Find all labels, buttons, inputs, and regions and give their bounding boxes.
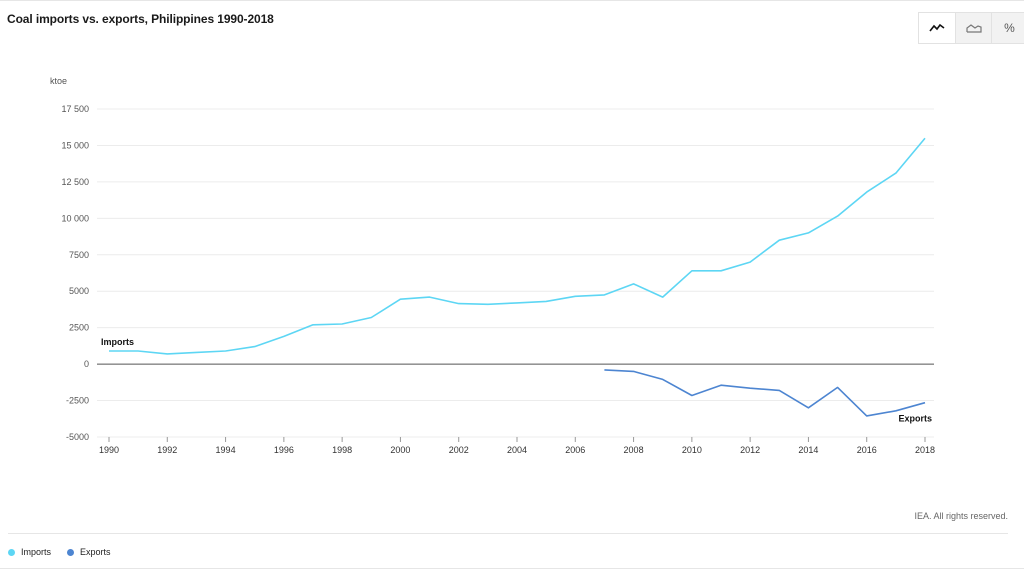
data-point-exports[interactable] <box>660 377 665 382</box>
data-point-imports[interactable] <box>194 350 199 355</box>
x-axis-ticks: 1990 1992 1994 1996 1998 2000 2002 2004 2006 2008… <box>99 437 935 455</box>
x-tick-label: 2018 <box>915 445 935 455</box>
data-point-imports[interactable] <box>602 292 607 297</box>
y-tick-label: -5000 <box>66 432 89 442</box>
data-point-exports[interactable] <box>719 383 724 388</box>
imports-legend-dot-icon <box>8 548 15 556</box>
exports-legend-dot-icon <box>67 548 75 556</box>
area-chart-toggle[interactable] <box>955 13 991 43</box>
data-point-imports[interactable] <box>136 348 141 353</box>
data-point-imports[interactable] <box>515 300 520 305</box>
data-point-imports[interactable] <box>107 348 112 353</box>
data-point-imports[interactable] <box>923 136 928 141</box>
x-tick-label: 2008 <box>624 445 644 455</box>
data-point-exports[interactable] <box>748 386 753 391</box>
x-tick-label: 1990 <box>99 445 119 455</box>
y-tick-label: 15 000 <box>61 140 89 150</box>
data-point-imports[interactable] <box>165 351 170 356</box>
legend: Imports Exports <box>8 547 111 557</box>
series-line-exports[interactable] <box>604 369 926 417</box>
y-tick-label: 0 <box>84 359 89 369</box>
percent-icon: % <box>1004 21 1015 35</box>
y-tick-label: 5000 <box>69 286 89 296</box>
data-point-imports[interactable] <box>369 315 374 320</box>
x-tick-label: 2016 <box>857 445 877 455</box>
line-chart-icon <box>929 23 945 32</box>
data-point-imports[interactable] <box>777 238 782 243</box>
area-chart-icon <box>965 24 982 33</box>
data-point-exports[interactable] <box>689 393 694 398</box>
series-label-exports: Exports <box>898 414 932 424</box>
x-tick-label: 2010 <box>682 445 702 455</box>
data-point-imports[interactable] <box>806 230 811 235</box>
y-tick-label: 10 000 <box>61 213 89 223</box>
data-point-imports[interactable] <box>835 214 840 219</box>
series-lines <box>107 136 928 418</box>
series-labels: Imports Exports <box>101 337 932 424</box>
data-point-imports[interactable] <box>252 344 257 349</box>
x-tick-label: 2004 <box>507 445 527 455</box>
y-axis-unit-label: ktoe <box>50 76 68 86</box>
y-tick-label: 12 500 <box>61 177 89 187</box>
line-chart-toggle[interactable] <box>919 13 955 43</box>
data-point-imports[interactable] <box>340 322 345 327</box>
legend-item-exports[interactable]: Exports <box>67 547 111 557</box>
data-point-imports[interactable] <box>398 297 403 302</box>
chart-type-toggle-group: % <box>918 12 1024 44</box>
data-point-imports[interactable] <box>631 281 636 286</box>
data-point-imports[interactable] <box>893 171 898 176</box>
x-tick-label: 1998 <box>332 445 352 455</box>
data-point-exports[interactable] <box>835 385 840 390</box>
data-point-imports[interactable] <box>311 322 316 327</box>
credit-text: IEA. All rights reserved. <box>914 511 1008 521</box>
percent-toggle[interactable]: % <box>991 13 1024 43</box>
x-tick-label: 1994 <box>216 445 236 455</box>
y-tick-label: 7500 <box>69 250 89 260</box>
legend-label-imports: Imports <box>21 547 52 557</box>
top-divider <box>0 0 1024 1</box>
data-point-imports[interactable] <box>281 334 286 339</box>
x-tick-label: 1996 <box>274 445 294 455</box>
y-tick-label: 17 500 <box>61 104 89 114</box>
data-point-exports[interactable] <box>893 408 898 413</box>
legend-item-imports[interactable]: Imports <box>8 547 51 557</box>
data-point-imports[interactable] <box>864 190 869 195</box>
y-tick-label: -2500 <box>66 396 89 406</box>
x-tick-label: 2014 <box>798 445 818 455</box>
data-point-exports[interactable] <box>806 405 811 410</box>
data-point-exports[interactable] <box>602 367 607 372</box>
x-tick-label: 1992 <box>157 445 177 455</box>
data-point-exports[interactable] <box>923 400 928 405</box>
chart-title: Coal imports vs. exports, Philippines 19… <box>7 12 274 26</box>
x-tick-label: 2012 <box>740 445 760 455</box>
data-point-exports[interactable] <box>631 369 636 374</box>
data-point-imports[interactable] <box>456 301 461 306</box>
legend-label-exports: Exports <box>80 547 111 557</box>
bottom-divider <box>0 568 1024 569</box>
data-point-imports[interactable] <box>660 295 665 300</box>
data-point-imports[interactable] <box>573 294 578 299</box>
data-point-imports[interactable] <box>719 268 724 273</box>
data-point-imports[interactable] <box>223 348 228 353</box>
x-tick-label: 2000 <box>390 445 410 455</box>
legend-divider <box>8 533 1008 534</box>
y-axis-ticks: 17 500 15 000 12 500 10 000 7500 5000 2500 0 -25… <box>61 104 89 442</box>
data-point-exports[interactable] <box>864 413 869 418</box>
x-tick-label: 2002 <box>449 445 469 455</box>
gridlines <box>97 108 934 438</box>
data-point-imports[interactable] <box>485 302 490 307</box>
data-point-imports[interactable] <box>427 295 432 300</box>
y-tick-label: 2500 <box>69 323 89 333</box>
series-label-imports: Imports <box>101 337 134 347</box>
data-point-imports[interactable] <box>544 299 549 304</box>
series-line-imports[interactable] <box>109 137 926 355</box>
data-point-exports[interactable] <box>777 388 782 393</box>
x-tick-label: 2006 <box>565 445 585 455</box>
data-point-imports[interactable] <box>748 260 753 265</box>
data-point-imports[interactable] <box>689 268 694 273</box>
